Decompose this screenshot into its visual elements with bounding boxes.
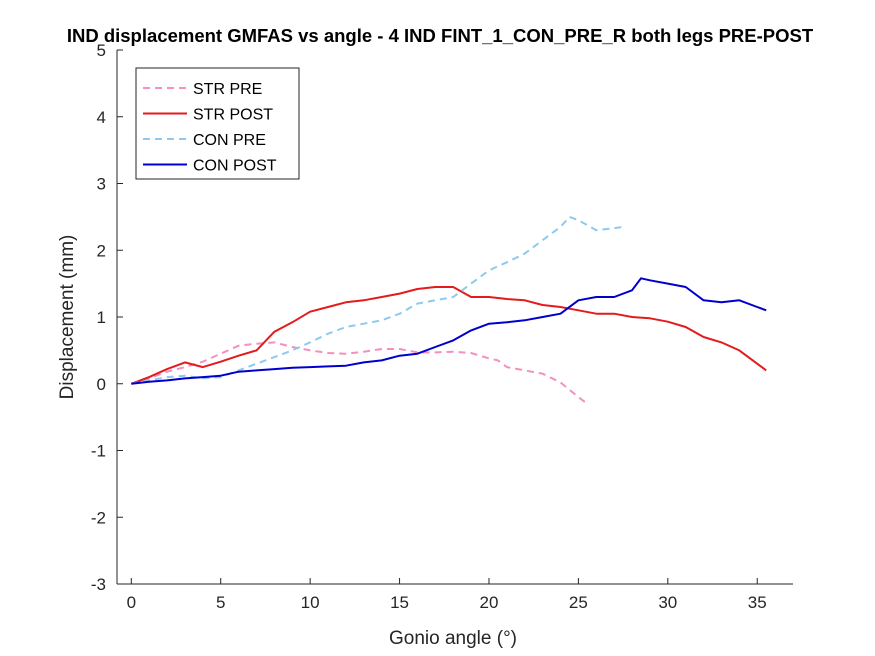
- y-tick-label: -2: [91, 508, 106, 527]
- x-tick-label: 20: [480, 593, 499, 612]
- legend-label-str-post: STR POST: [193, 107, 273, 124]
- legend-box: [135, 67, 300, 180]
- x-tick-label: 10: [301, 593, 320, 612]
- x-tick-label: 25: [569, 593, 588, 612]
- y-tick-label: -1: [91, 442, 106, 461]
- x-tick-label: 35: [748, 593, 767, 612]
- legend-label-con-pre: CON PRE: [193, 132, 266, 149]
- y-tick-label: 3: [97, 175, 106, 194]
- series-line-con-post: [131, 277, 767, 385]
- x-tick-label: 30: [658, 593, 677, 612]
- y-tick-label: 5: [97, 41, 106, 60]
- y-axis-ticks: -3 -2 -1 0 1 2 3 4 5: [91, 41, 123, 594]
- x-axis-ticks: 0 5 10 15 20 25 30 35: [127, 578, 767, 612]
- y-tick-label: 4: [97, 108, 106, 127]
- x-tick-label: 5: [216, 593, 225, 612]
- series-line-con-pre: [131, 215, 624, 385]
- legend-label-con-post: CON POST: [193, 158, 277, 175]
- legend: STR PRE STR POST CON PRE CON POST: [135, 67, 300, 180]
- x-tick-label: 0: [127, 593, 136, 612]
- y-tick-label: -3: [91, 575, 106, 594]
- legend-label-str-pre: STR PRE: [193, 81, 262, 98]
- chart-title: IND displacement GMFAS vs angle - 4 IND …: [67, 25, 814, 46]
- y-axis-label: Displacement (mm): [57, 235, 78, 400]
- x-axis-label: Gonio angle (°): [389, 628, 517, 649]
- y-tick-label: 0: [97, 375, 106, 394]
- y-tick-label: 2: [97, 241, 106, 260]
- data-lines: [130, 215, 767, 405]
- x-tick-label: 15: [390, 593, 409, 612]
- series-line-str-post: [130, 286, 767, 385]
- y-tick-label: 1: [97, 308, 106, 327]
- series-line-str-pre: [131, 341, 588, 405]
